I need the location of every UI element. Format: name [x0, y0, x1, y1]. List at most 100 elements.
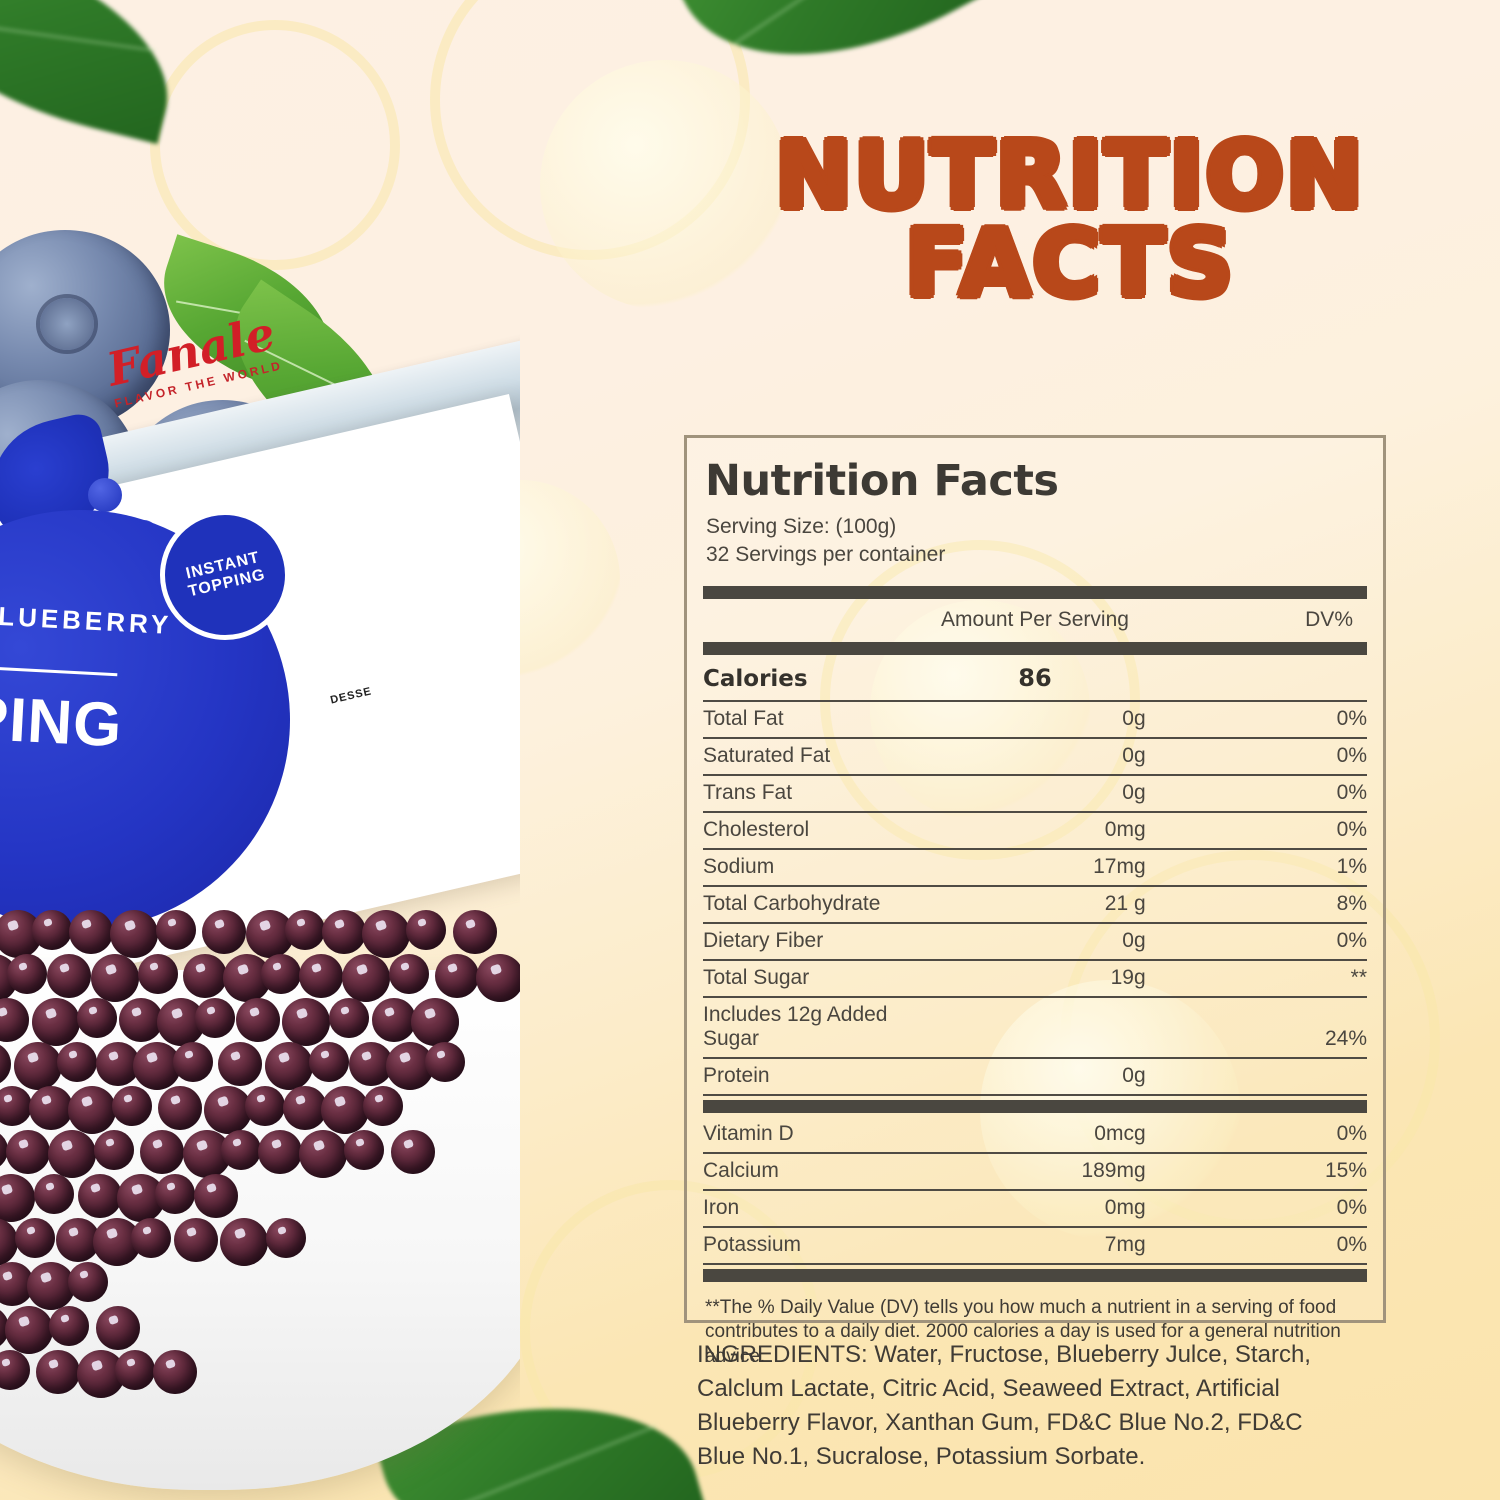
popping-boba	[391, 1130, 436, 1174]
popping-boba	[266, 1218, 307, 1258]
cholesterol-dv: 0%	[1145, 811, 1367, 850]
table-row: Sodium 17mg 1%	[703, 848, 1367, 887]
popping-boba	[258, 1130, 303, 1174]
table-row: Calcium 189mg 15%	[703, 1152, 1367, 1191]
table-row: Trans Fat 0g 0%	[703, 774, 1367, 813]
popping-boba	[299, 1130, 348, 1178]
popping-boba	[56, 1042, 97, 1082]
calcium-value: 189mg	[924, 1152, 1146, 1191]
trans-fat-value: 0g	[924, 774, 1146, 813]
iron-dv: 0%	[1145, 1189, 1367, 1228]
bubble-decor	[540, 60, 790, 310]
dietary-fiber-label: Dietary Fiber	[703, 922, 925, 961]
popping-boba	[77, 998, 118, 1038]
popping-boba	[13, 1042, 62, 1090]
popping-boba	[0, 1350, 30, 1390]
popping-boba	[308, 1042, 349, 1082]
popping-boba	[260, 954, 301, 994]
protein-label: Protein	[703, 1057, 925, 1096]
popping-boba	[299, 954, 344, 998]
popping-boba	[476, 954, 520, 1002]
table-row: Total Sugar 19g **	[703, 959, 1367, 998]
trans-fat-dv: 0%	[1145, 774, 1367, 813]
popping-boba	[320, 1086, 369, 1134]
total-fat-value: 0g	[924, 700, 1146, 739]
table-row: Cholesterol 0mg 0%	[703, 811, 1367, 850]
popping-boba	[0, 1130, 8, 1170]
popping-boba	[434, 954, 479, 998]
calories-value: 86	[924, 658, 1146, 702]
potassium-value: 7mg	[924, 1226, 1146, 1265]
popping-boba	[29, 1086, 74, 1130]
table-header-row: Amount Per Serving DV%	[703, 603, 1367, 638]
sodium-value: 17mg	[924, 848, 1146, 887]
popping-boba	[406, 910, 447, 950]
page-title: NUTRITION FACTS	[700, 128, 1440, 311]
popping-boba	[194, 1174, 238, 1218]
flavor-label: BLUEBERRY	[0, 599, 173, 640]
potassium-label: Potassium	[703, 1226, 925, 1265]
popping-boba	[33, 1174, 74, 1214]
nutrition-table: Amount Per Serving DV% Calories 86 Total Fat…	[703, 582, 1367, 1286]
popping-boba	[425, 1042, 466, 1082]
nutrition-facts-panel: Nutrition Facts Serving Size: (100g) 32 …	[684, 435, 1386, 1367]
popping-boba	[285, 910, 326, 950]
popping-boba	[236, 998, 281, 1042]
popping-boba	[388, 954, 429, 994]
saturated-fat-label: Saturated Fat	[703, 737, 925, 776]
vitamin-d-label: Vitamin D	[703, 1116, 925, 1154]
popping-boba	[194, 998, 235, 1038]
ingredients-text: INGREDIENTS: Water, Fructose, Blueberry …	[697, 1341, 1311, 1471]
serving-size: Serving Size: (100g)	[706, 515, 897, 538]
popping-boba	[220, 1218, 269, 1266]
popping-boba	[5, 1306, 53, 1354]
popping-boba	[5, 1130, 50, 1174]
popping-boba	[154, 1174, 195, 1214]
banner-rule	[0, 663, 118, 677]
table-row: Total Carbohydrate 21 g 8%	[703, 885, 1367, 924]
table-row: Iron 0mg 0%	[703, 1189, 1367, 1228]
popping-boba	[140, 1130, 185, 1174]
total-sugar-value: 19g	[924, 959, 1146, 998]
popping-boba	[96, 1306, 141, 1350]
panel-heading: Nutrition Facts	[705, 456, 1059, 506]
popping-boba	[35, 1350, 80, 1394]
daily-value-footnote: **The % Daily Value (DV) tells you how m…	[705, 1296, 1341, 1368]
calories-label: Calories	[703, 658, 925, 702]
product-photo: Fanale FLAVOR THE WORLD BLUEBERRY POPPIN…	[0, 210, 520, 1500]
popping-boba	[362, 910, 410, 958]
title-line-1: NUTRITION	[774, 122, 1365, 229]
popping-boba	[155, 910, 196, 950]
total-fat-dv: 0%	[1145, 700, 1367, 739]
cholesterol-value: 0mg	[924, 811, 1146, 850]
protein-value: 0g	[924, 1057, 1146, 1096]
includes-12g-added-sugar-dv: 24%	[1145, 996, 1367, 1059]
popping-boba	[7, 954, 48, 994]
bubble-decor	[150, 20, 400, 270]
popping-boba	[158, 1086, 203, 1130]
popping-boba	[322, 910, 367, 954]
popping-boba	[0, 1042, 12, 1086]
popping-boba	[77, 1174, 122, 1218]
popping-boba	[453, 910, 498, 954]
saturated-fat-value: 0g	[924, 737, 1146, 776]
table-row: Dietary Fiber 0g 0%	[703, 922, 1367, 961]
popping-boba	[362, 1086, 403, 1126]
popping-boba	[173, 1042, 214, 1082]
popping-boba	[328, 998, 369, 1038]
popping-boba	[47, 1130, 96, 1178]
popping-boba	[282, 1086, 327, 1130]
vitamin-d-dv: 0%	[1145, 1116, 1367, 1154]
popping-boba	[69, 910, 114, 954]
popping-boba	[111, 1086, 152, 1126]
popping-boba	[173, 1218, 218, 1262]
popping-boba	[221, 1130, 262, 1170]
popping-boba	[91, 954, 140, 1002]
table-row: Total Fat 0g 0%	[703, 700, 1367, 739]
popping-boba	[49, 1306, 90, 1346]
popping-boba	[342, 954, 391, 1002]
amount-per-serving-header: Amount Per Serving	[941, 607, 1129, 631]
table-row: Saturated Fat 0g 0%	[703, 737, 1367, 776]
total-sugar-label: Total Sugar	[703, 959, 925, 998]
